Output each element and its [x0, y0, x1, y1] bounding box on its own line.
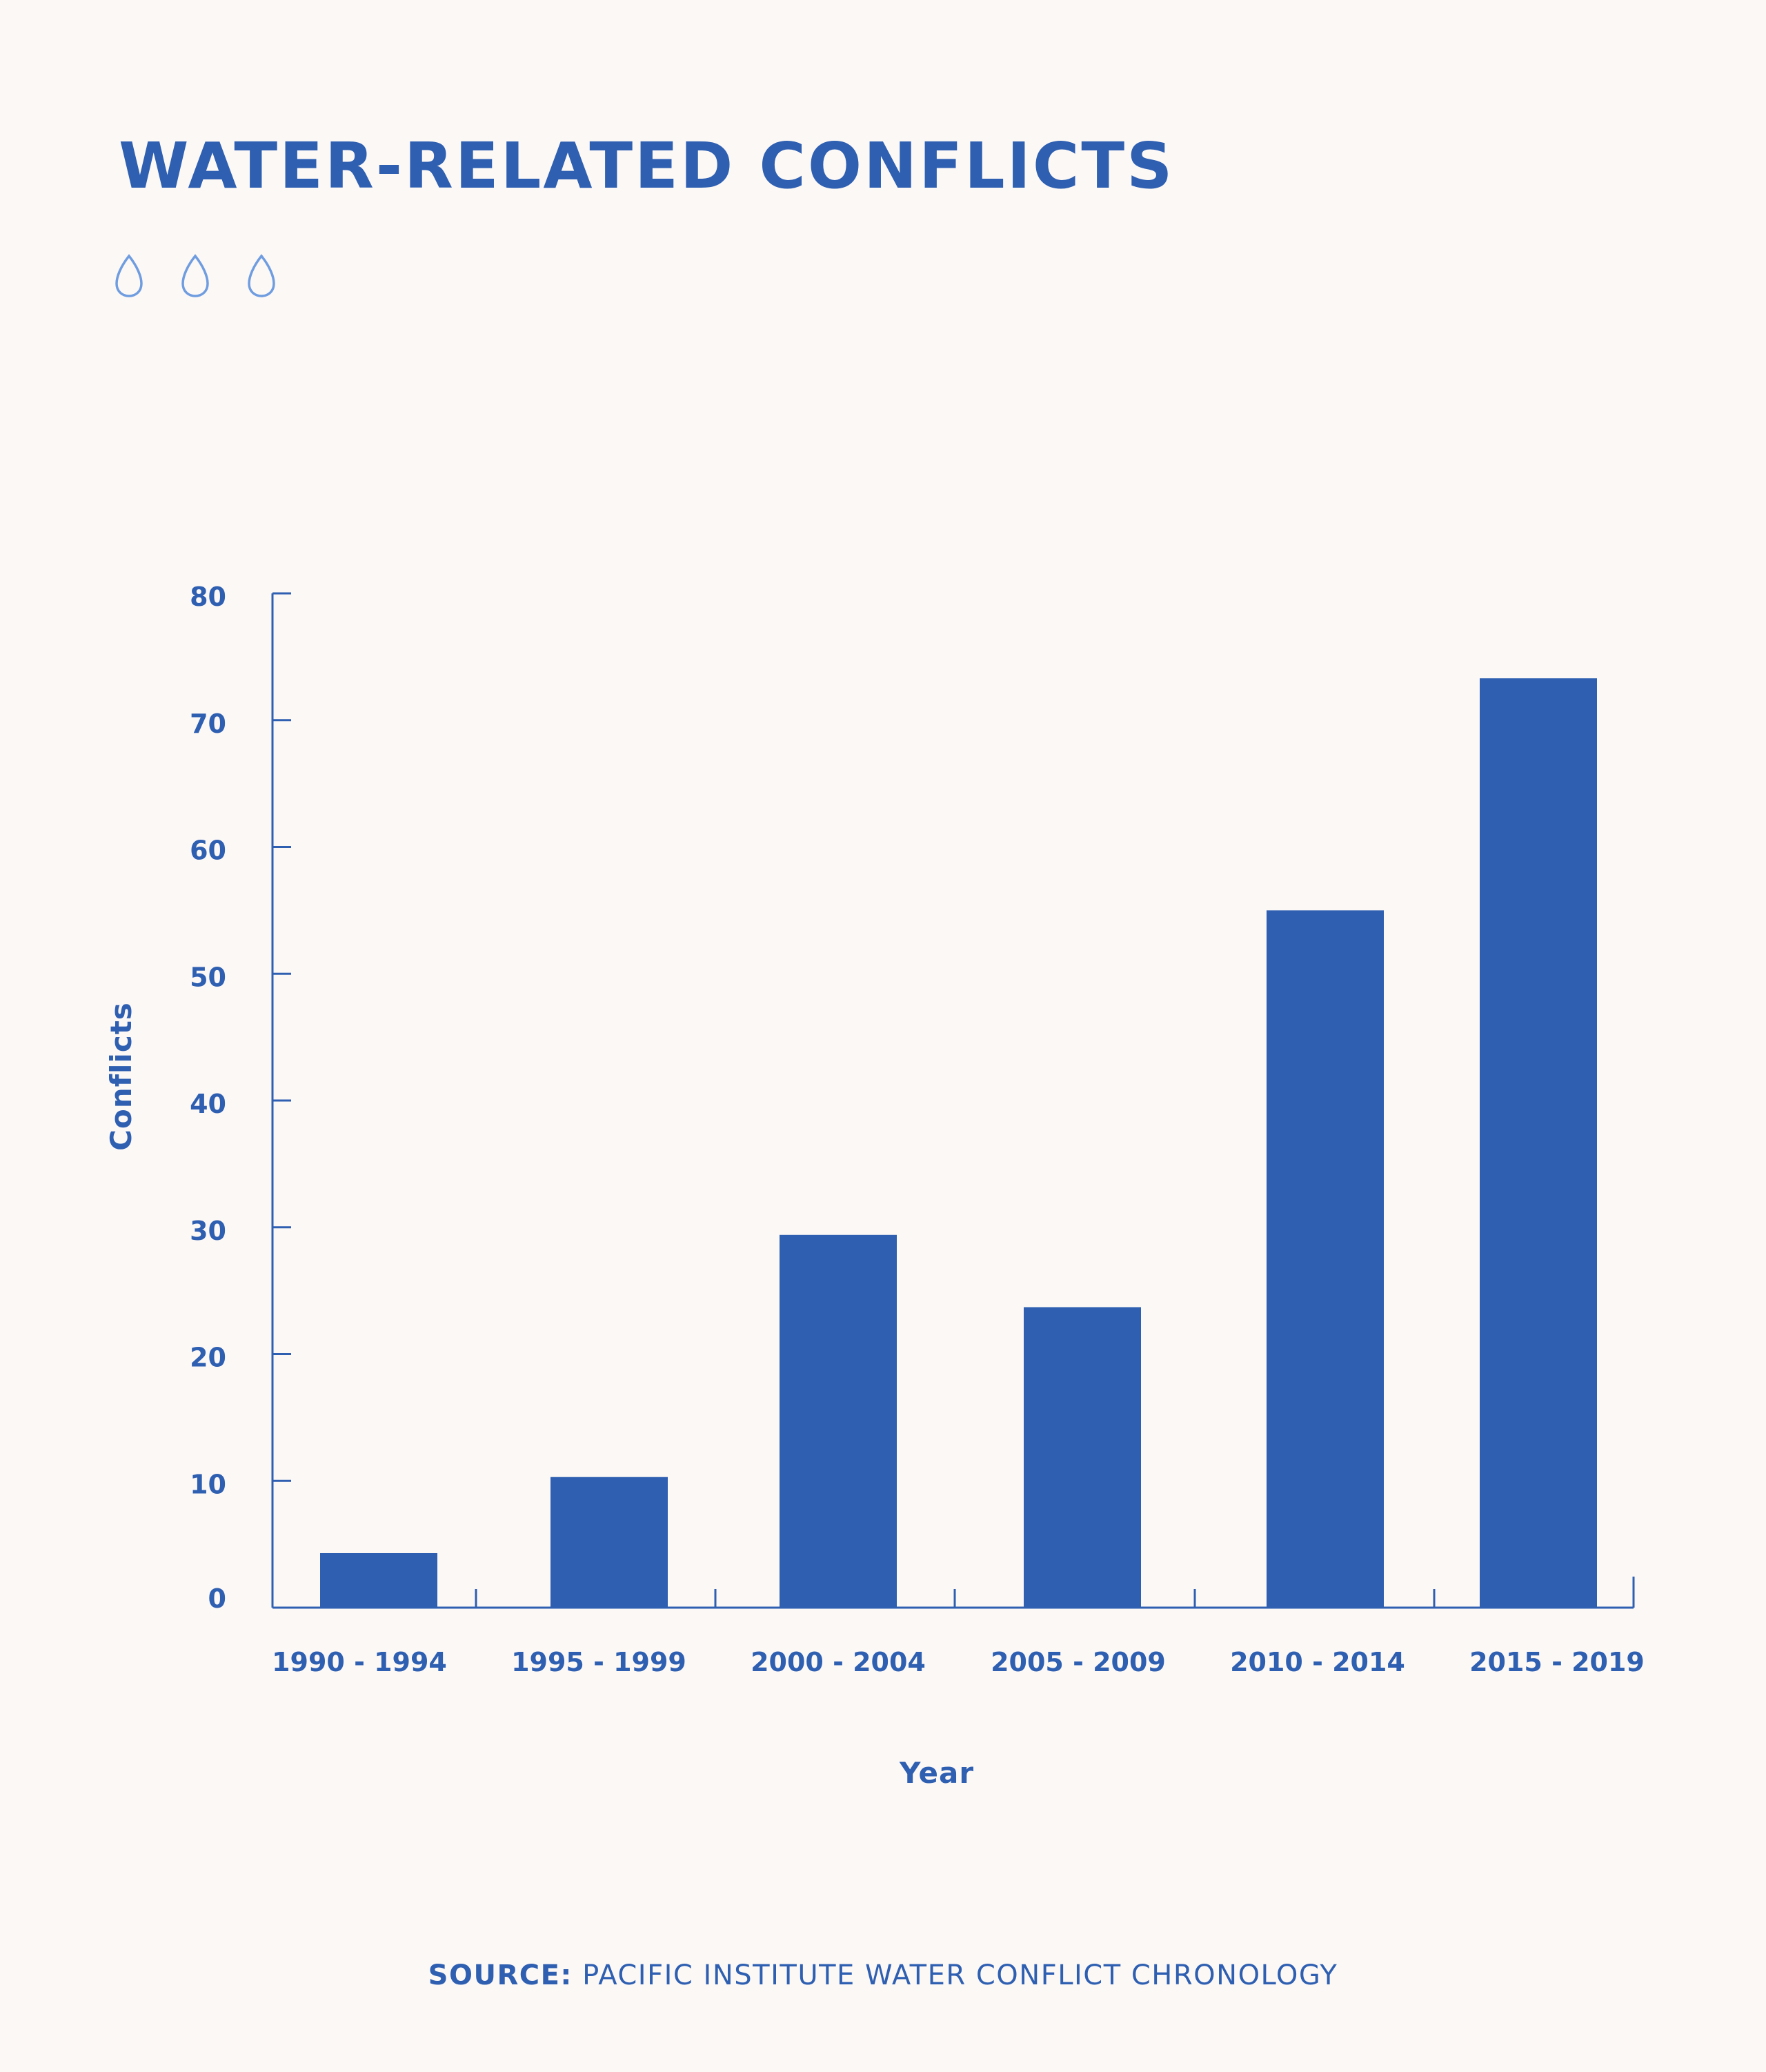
y-tick-label: 0: [208, 1583, 226, 1614]
bar: [1480, 678, 1597, 1608]
x-tick-label: 1995 - 1999: [511, 1647, 686, 1677]
axes-group: [271, 592, 1635, 1609]
x-axis-label: Year: [899, 1756, 974, 1790]
water-drop-icon: [181, 254, 209, 297]
y-tick-label: 20: [190, 1343, 226, 1373]
page-title: WATER-RELATED CONFLICTS: [119, 129, 1175, 203]
bar: [1267, 910, 1384, 1608]
source-note: SOURCE: PACIFIC INSTITUTE WATER CONFLICT…: [0, 1960, 1766, 1991]
source-label: SOURCE:: [428, 1960, 573, 1991]
y-tick-label: 30: [190, 1216, 226, 1246]
bar: [780, 1234, 897, 1608]
bars-group: [320, 678, 1597, 1608]
x-tick-label: 2000 - 2004: [751, 1647, 926, 1677]
y-tick-label: 50: [190, 962, 226, 992]
water-drop-icon: [248, 254, 275, 297]
water-drop-icons: [114, 254, 277, 298]
bar: [1024, 1307, 1141, 1608]
bar: [550, 1477, 668, 1608]
x-tick-label: 2010 - 2014: [1230, 1647, 1405, 1677]
x-tick-label: 2005 - 2009: [991, 1647, 1166, 1677]
water-drop-icon: [115, 254, 143, 297]
x-tick-label: 2015 - 2019: [1469, 1647, 1645, 1677]
bar: [320, 1552, 437, 1608]
y-tick-label: 60: [190, 836, 226, 866]
x-tick-labels: 1990 - 1994 1995 - 1999 2000 - 2004 2005 - …: [272, 1647, 1645, 1677]
y-tick-labels: 0 10 20 30 40 50 60 70 80: [190, 582, 226, 1614]
source-text: PACIFIC INSTITUTE WATER CONFLICT CHRONOL…: [582, 1960, 1338, 1991]
y-tick-label: 40: [190, 1089, 226, 1119]
y-axis-label: Conflicts: [104, 1002, 138, 1151]
bar-chart: 0 10 20 30 40 50 60 70 80 1990 - 1994 1995 - 1999…: [104, 582, 1645, 1790]
y-tick-label: 80: [190, 582, 226, 612]
y-tick-label: 10: [190, 1469, 226, 1499]
y-tick-label: 70: [190, 709, 226, 739]
x-tick-label: 1990 - 1994: [272, 1647, 447, 1677]
